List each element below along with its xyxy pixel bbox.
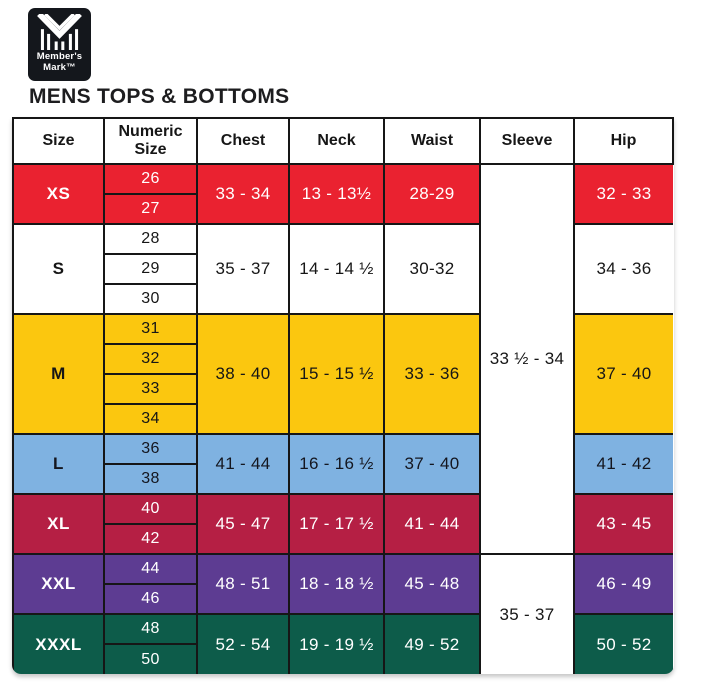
size-cell: L (12, 433, 105, 495)
row-xxxl: XXXL 48 52 - 54 19 - 19 ½ 49 - 52 50 - 5… (12, 613, 673, 674)
chest-cell: 48 - 51 (196, 553, 290, 615)
waist-cell: 33 - 36 (383, 313, 481, 435)
members-mark-monogram-icon (37, 14, 82, 50)
neck-cell: 18 - 18 ½ (288, 553, 385, 615)
hip-cell: 37 - 40 (573, 313, 673, 435)
neck-cell: 16 - 16 ½ (288, 433, 385, 495)
logo-line1: Member's (36, 51, 83, 62)
size-cell: XL (12, 493, 105, 555)
numeric-cell: 28 (103, 223, 198, 255)
chest-cell: 33 - 34 (196, 163, 290, 225)
numeric-cell: 31 (103, 313, 198, 345)
numeric-cell: 48 (103, 613, 198, 645)
neck-cell: 14 - 14 ½ (288, 223, 385, 315)
numeric-cell: 36 (103, 433, 198, 465)
header-hip: Hip (573, 117, 674, 165)
numeric-cell: 29 (103, 253, 198, 285)
chest-cell: 35 - 37 (196, 223, 290, 315)
numeric-cell: 27 (103, 193, 198, 225)
waist-cell: 30-32 (383, 223, 481, 315)
neck-cell: 13 - 13½ (288, 163, 385, 225)
hip-cell: 41 - 42 (573, 433, 673, 495)
numeric-cell: 40 (103, 493, 198, 525)
hip-cell: 34 - 36 (573, 223, 673, 315)
members-mark-logo: Member's Mark™ (28, 8, 91, 81)
chest-cell: 52 - 54 (196, 613, 290, 674)
hip-cell: 46 - 49 (573, 553, 673, 615)
members-mark-wordmark: Member's Mark™ (36, 51, 83, 73)
numeric-cell: 34 (103, 403, 198, 435)
numeric-cell: 38 (103, 463, 198, 495)
numeric-cell: 42 (103, 523, 198, 555)
size-chart-table: Size Numeric Size Chest Neck Waist Sleev… (12, 117, 674, 674)
numeric-cell: 33 (103, 373, 198, 405)
header-chest: Chest (196, 117, 290, 165)
header-row: Size Numeric Size Chest Neck Waist Sleev… (12, 117, 674, 165)
sleeve-cell: 35 - 37 (479, 553, 575, 674)
logo-line2: Mark™ (43, 61, 76, 73)
numeric-cell: 44 (103, 553, 198, 585)
hip-cell: 32 - 33 (573, 163, 673, 225)
header-size: Size (12, 117, 105, 165)
hip-cell: 43 - 45 (573, 493, 673, 555)
row-xl: XL 40 45 - 47 17 - 17 ½ 41 - 44 43 - 45 (12, 493, 673, 555)
page-title: MENS TOPS & BOTTOMS (29, 85, 290, 108)
chest-cell: 38 - 40 (196, 313, 290, 435)
chest-cell: 45 - 47 (196, 493, 290, 555)
size-cell: S (12, 223, 105, 315)
neck-cell: 17 - 17 ½ (288, 493, 385, 555)
row-xxl: XXL 44 48 - 51 18 - 18 ½ 45 - 48 35 - 37… (12, 553, 673, 674)
size-cell: XS (12, 163, 105, 225)
row-xs: XS 26 33 - 34 13 - 13½ 28-29 33 ½ - 34 3… (12, 163, 673, 555)
neck-cell: 15 - 15 ½ (288, 313, 385, 435)
waist-cell: 28-29 (383, 163, 481, 225)
numeric-cell: 32 (103, 343, 198, 375)
waist-cell: 41 - 44 (383, 493, 481, 555)
size-cell: XXL (12, 553, 105, 615)
size-cell: M (12, 313, 105, 435)
row-m: M 31 38 - 40 15 - 15 ½ 33 - 36 37 - 40 (12, 313, 673, 435)
header-numeric: Numeric Size (103, 117, 198, 165)
numeric-cell: 26 (103, 163, 198, 195)
hip-cell: 50 - 52 (573, 613, 673, 674)
row-l: L 36 41 - 44 16 - 16 ½ 37 - 40 41 - 42 (12, 433, 673, 495)
waist-cell: 45 - 48 (383, 553, 481, 615)
numeric-cell: 50 (103, 643, 198, 674)
header-neck: Neck (288, 117, 385, 165)
numeric-cell: 30 (103, 283, 198, 315)
chest-cell: 41 - 44 (196, 433, 290, 495)
waist-cell: 37 - 40 (383, 433, 481, 495)
waist-cell: 49 - 52 (383, 613, 481, 674)
size-chart-table-container: Size Numeric Size Chest Neck Waist Sleev… (12, 117, 674, 674)
size-cell: XXXL (12, 613, 105, 674)
sleeve-cell: 33 ½ - 34 (479, 163, 575, 555)
header-waist: Waist (383, 117, 481, 165)
neck-cell: 19 - 19 ½ (288, 613, 385, 674)
numeric-cell: 46 (103, 583, 198, 615)
row-s: S 28 35 - 37 14 - 14 ½ 30-32 34 - 36 (12, 223, 673, 315)
header-sleeve: Sleeve (479, 117, 575, 165)
